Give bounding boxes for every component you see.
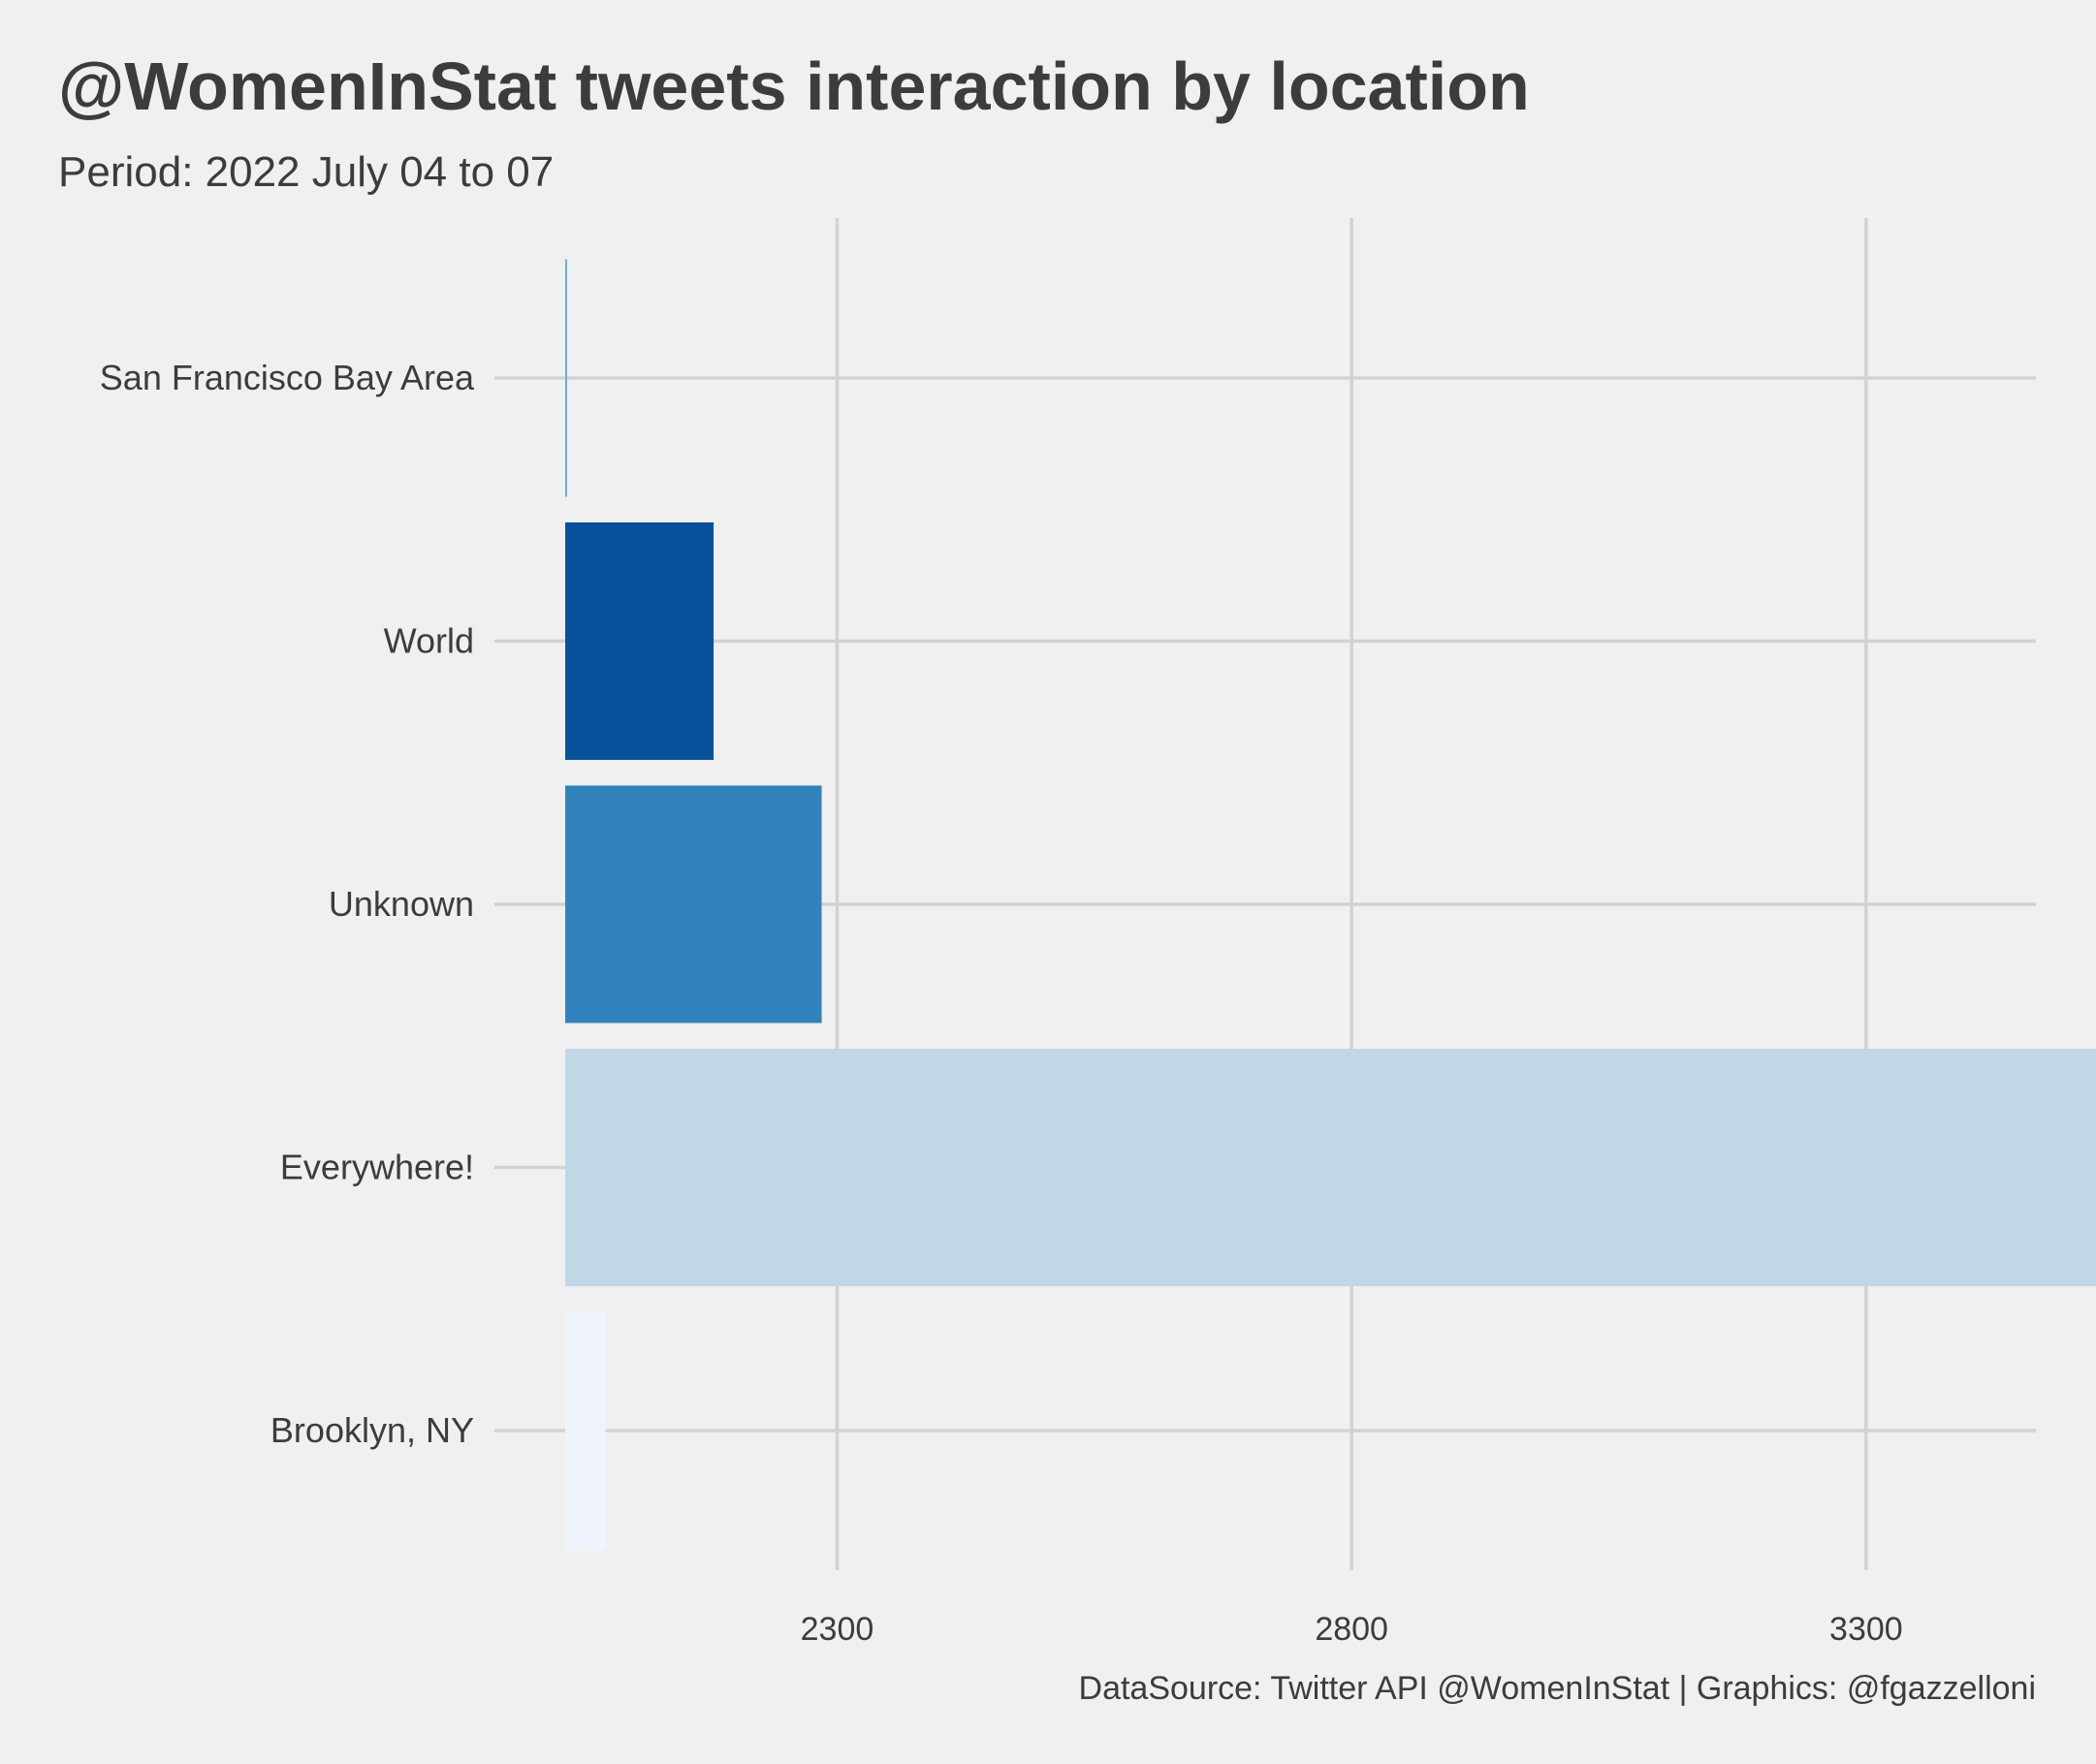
x-tick-label: 2300: [801, 1611, 874, 1648]
bar: [565, 785, 822, 1024]
chart-title: @WomenInStat tweets interaction by locat…: [58, 48, 1530, 124]
x-axis-labels: 2300 2800 3300: [801, 1611, 1903, 1648]
bar: [565, 259, 567, 497]
chart-subtitle: Period: 2022 July 04 to 07: [58, 148, 554, 196]
x-tick-label: 3300: [1829, 1611, 1903, 1648]
bars: [565, 259, 2096, 1550]
y-tick-label: World: [384, 621, 474, 661]
y-tick-label: San Francisco Bay Area: [100, 358, 475, 397]
x-tick-label: 2800: [1315, 1611, 1388, 1648]
chart-caption: DataSource: Twitter API @WomenInStat | G…: [1079, 1670, 2036, 1707]
y-axis-labels: San Francisco Bay Area World Unknown Everyw…: [100, 358, 475, 1450]
y-tick-label: Brooklyn, NY: [270, 1410, 474, 1450]
y-tick-label: Everywhere!: [280, 1148, 474, 1187]
y-tick-label: Unknown: [329, 884, 474, 924]
bar: [565, 1311, 606, 1550]
bar: [565, 522, 715, 760]
bar: [565, 1049, 2096, 1286]
